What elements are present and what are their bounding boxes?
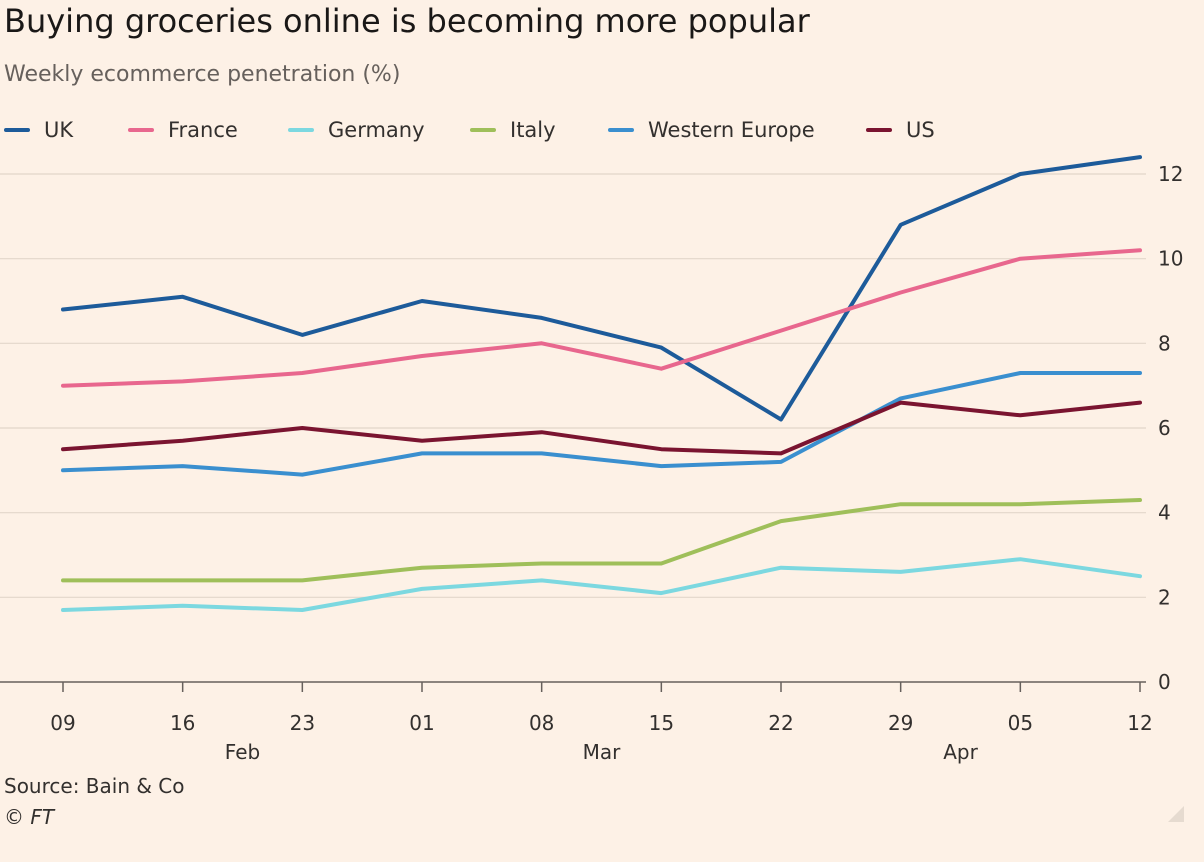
legend-swatch bbox=[470, 128, 496, 132]
x-tick-label: 01 bbox=[409, 711, 434, 735]
y-tick-label: 10 bbox=[1158, 247, 1183, 271]
x-tick-label: 23 bbox=[290, 711, 315, 735]
x-tick-label: 08 bbox=[529, 711, 554, 735]
legend-label: US bbox=[906, 118, 935, 142]
legend-swatch bbox=[128, 128, 154, 132]
series-line-france bbox=[61, 248, 1142, 388]
x-month-label: Mar bbox=[583, 740, 622, 764]
series-line-uk bbox=[61, 155, 1142, 422]
legend-swatch bbox=[288, 128, 314, 132]
legend-label: Italy bbox=[510, 118, 556, 142]
legend-item-germany: Germany bbox=[288, 116, 425, 144]
legend-item-france: France bbox=[128, 116, 238, 144]
legend-swatch bbox=[608, 128, 634, 132]
x-tick-label: 22 bbox=[768, 711, 793, 735]
series-line-western-europe bbox=[61, 371, 1142, 477]
legend-item-us: US bbox=[866, 116, 935, 144]
x-month-label: Apr bbox=[943, 740, 978, 764]
chart-title: Buying groceries online is becoming more… bbox=[4, 2, 810, 40]
y-tick-label: 6 bbox=[1158, 416, 1171, 440]
y-tick-label: 12 bbox=[1158, 162, 1183, 186]
legend-label: UK bbox=[44, 118, 74, 142]
x-month-label: Feb bbox=[225, 740, 260, 764]
chart-subtitle: Weekly ecommerce penetration (%) bbox=[4, 62, 401, 87]
resize-handle-icon bbox=[1168, 806, 1184, 822]
x-tick-label: 29 bbox=[888, 711, 913, 735]
legend-item-italy: Italy bbox=[470, 116, 556, 144]
legend-label: Germany bbox=[328, 118, 425, 142]
x-tick-label: 12 bbox=[1127, 711, 1152, 735]
legend-item-western-europe: Western Europe bbox=[608, 116, 815, 144]
y-tick-label: 8 bbox=[1158, 331, 1171, 355]
legend-label: France bbox=[168, 118, 238, 142]
y-tick-label: 4 bbox=[1158, 501, 1171, 525]
x-tick-label: 15 bbox=[649, 711, 674, 735]
y-tick-label: 2 bbox=[1158, 585, 1171, 609]
series-line-us bbox=[61, 400, 1142, 456]
legend-swatch bbox=[866, 128, 892, 132]
x-tick-label: 05 bbox=[1008, 711, 1033, 735]
x-tick-label: 16 bbox=[170, 711, 195, 735]
series-line-germany bbox=[61, 557, 1142, 612]
source-note: Source: Bain & Co bbox=[4, 774, 185, 798]
y-tick-label: 0 bbox=[1158, 670, 1171, 694]
legend-item-uk: UK bbox=[4, 116, 73, 144]
legend-swatch bbox=[4, 128, 30, 132]
chart-legend: UK France Germany Italy Western Europe US bbox=[4, 116, 1144, 144]
copyright-note: © FT bbox=[4, 805, 55, 829]
x-tick-label: 09 bbox=[50, 711, 75, 735]
line-chart: 0 2 4 6 8 10 12 09 16 23 01 08 15 22 29 05 12 Feb Mar Apr bbox=[0, 155, 1183, 764]
legend-label: Western Europe bbox=[648, 118, 815, 142]
series-line-italy bbox=[61, 498, 1142, 583]
